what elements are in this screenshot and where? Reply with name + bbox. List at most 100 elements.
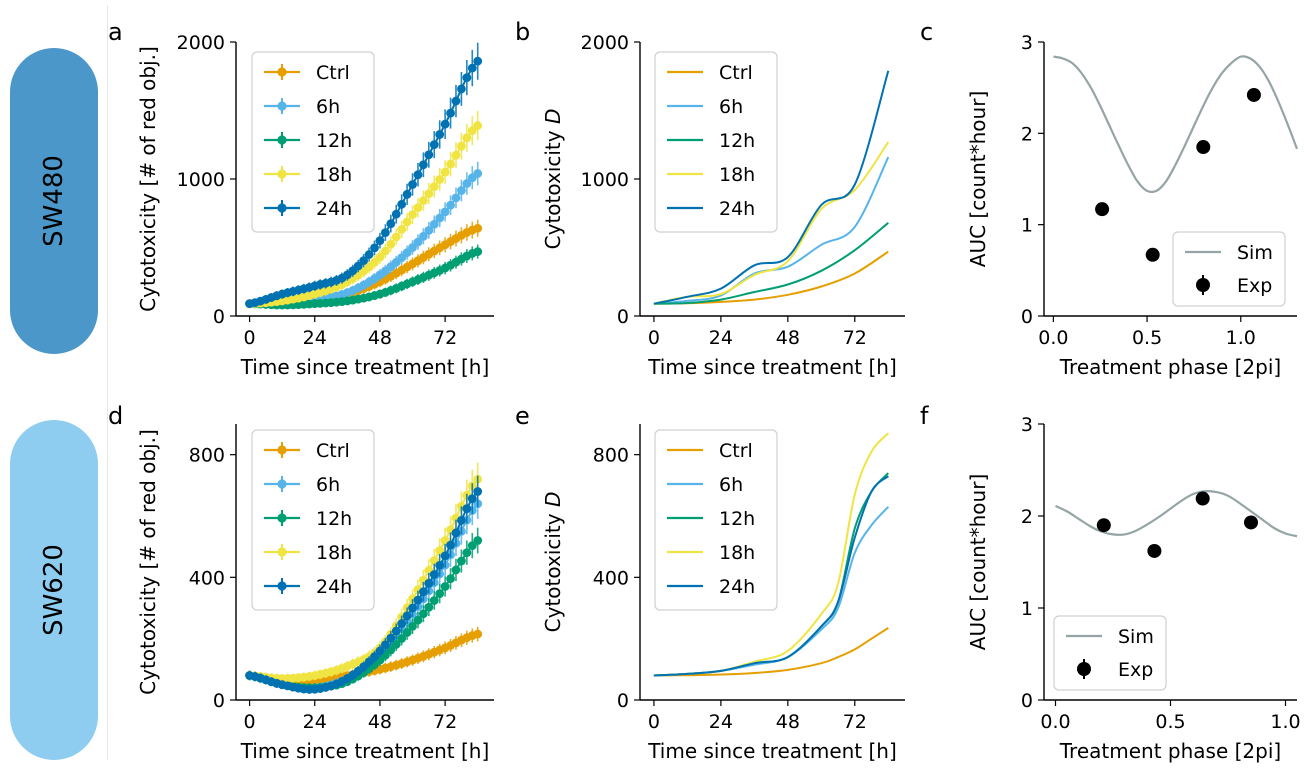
data-point xyxy=(418,231,428,241)
data-point xyxy=(462,179,472,188)
data-point xyxy=(413,170,423,180)
legend: Sim Exp xyxy=(1053,615,1167,691)
data-point xyxy=(375,646,385,656)
data-point xyxy=(462,504,472,514)
legend-frame xyxy=(654,429,778,611)
x-tick-label: 48 xyxy=(368,327,392,349)
legend-item-exp: Exp xyxy=(1196,275,1272,297)
legend-item-18h: 18h xyxy=(264,542,352,564)
data-point xyxy=(408,243,417,252)
data-point xyxy=(397,634,407,643)
data-point xyxy=(462,548,472,558)
legend-label: 12h xyxy=(316,130,352,152)
x-axis-label: Time since treatment [h] xyxy=(647,739,897,763)
legend-item-12h: 12h xyxy=(667,130,755,152)
axes xyxy=(639,424,905,701)
legend-item-6h: 6h xyxy=(264,96,340,118)
panel-c: c 0.0 0.5 1.0 0 1 2 3 Treatment phase [2pi] AUC [… xyxy=(920,18,1299,379)
x-tick-label: 48 xyxy=(776,327,800,349)
data-point xyxy=(424,150,434,160)
data-point xyxy=(370,243,379,253)
data-point xyxy=(408,603,417,613)
data-point xyxy=(429,596,439,605)
legend-item-6h: 6h xyxy=(667,474,743,496)
data-point xyxy=(457,186,466,195)
series-line xyxy=(653,70,890,305)
x-tick-label: 48 xyxy=(368,711,392,733)
data-point xyxy=(402,189,412,199)
y-tick-label: 3 xyxy=(1021,32,1033,54)
legend-frame xyxy=(251,51,375,233)
data-point xyxy=(1147,543,1162,558)
series-exp xyxy=(1096,491,1258,558)
data-point xyxy=(418,587,428,597)
x-tick-label: 72 xyxy=(843,711,867,733)
data-point xyxy=(457,141,466,151)
data-point xyxy=(446,540,455,550)
x-tick-label: 48 xyxy=(776,711,800,733)
data-point xyxy=(473,121,483,130)
data-point xyxy=(413,595,423,605)
data-point xyxy=(386,219,396,229)
data-point xyxy=(1145,247,1160,262)
data-point xyxy=(451,150,461,160)
data-point xyxy=(440,167,450,177)
data-point xyxy=(391,232,401,242)
y-tick-label: 400 xyxy=(593,567,629,589)
data-point xyxy=(418,196,428,206)
series-24h xyxy=(245,475,483,694)
series-ctrl xyxy=(653,627,889,677)
data-point xyxy=(1096,518,1111,533)
data-point xyxy=(440,551,450,561)
panel-letter: c xyxy=(920,18,933,46)
data-point xyxy=(440,119,450,129)
data-point xyxy=(408,180,417,189)
y-axis-label: Cytotoxicity [# of red obj.] xyxy=(136,429,160,695)
legend-item-18h: 18h xyxy=(264,164,352,186)
data-point xyxy=(451,193,461,203)
series-line xyxy=(653,627,889,677)
x-tick-label: 24 xyxy=(709,327,733,349)
data-point xyxy=(473,169,483,178)
plot-area xyxy=(245,462,483,694)
y-axis-label: Cytotoxicity D xyxy=(541,109,565,250)
legend: Sim Exp xyxy=(1172,231,1286,307)
legend-item-exp: Exp xyxy=(1077,659,1153,681)
x-axis-label: Treatment phase [2pi] xyxy=(1059,355,1281,379)
data-point xyxy=(364,657,374,667)
legend-label: 6h xyxy=(316,96,340,118)
legend-label: 6h xyxy=(719,96,743,118)
y-tick-label: 400 xyxy=(189,567,225,589)
panel-letter: f xyxy=(920,402,929,430)
data-point xyxy=(380,640,390,650)
legend-label: Ctrl xyxy=(316,440,350,462)
panel-letter: d xyxy=(108,402,123,430)
data-point xyxy=(429,182,439,192)
data-point xyxy=(446,200,455,210)
data-point xyxy=(429,570,439,579)
data-point xyxy=(402,611,412,621)
x-tick-label: 1.0 xyxy=(1270,711,1300,733)
legend-item-12h: 12h xyxy=(264,508,352,530)
y-axis-label: Cytotoxicity D xyxy=(541,492,565,633)
legend-swatch-marker xyxy=(277,67,287,77)
panel-d: d 0 24 48 72 0 400 800 Time since treatment [h] C… xyxy=(108,402,494,763)
data-point xyxy=(391,209,401,219)
legend-swatch-marker xyxy=(1196,278,1210,292)
data-point xyxy=(370,652,379,662)
data-point xyxy=(473,56,483,66)
legend-item-24h: 24h xyxy=(667,198,755,220)
data-point xyxy=(391,640,401,649)
data-point xyxy=(435,130,445,139)
legend-label: Ctrl xyxy=(719,440,753,462)
x-tick-label: 0 xyxy=(244,711,256,733)
legend-item-6h: 6h xyxy=(264,474,340,496)
data-point xyxy=(462,133,472,143)
series-line xyxy=(1055,490,1298,538)
data-point xyxy=(380,228,390,238)
data-point xyxy=(457,84,466,94)
legend-label: 6h xyxy=(316,474,340,496)
legend-item-18h: 18h xyxy=(667,164,755,186)
y-tick-label: 2000 xyxy=(177,32,225,54)
panel-e: e 0 24 48 72 0 400 800 Time since treatment [h] C… xyxy=(515,402,905,763)
